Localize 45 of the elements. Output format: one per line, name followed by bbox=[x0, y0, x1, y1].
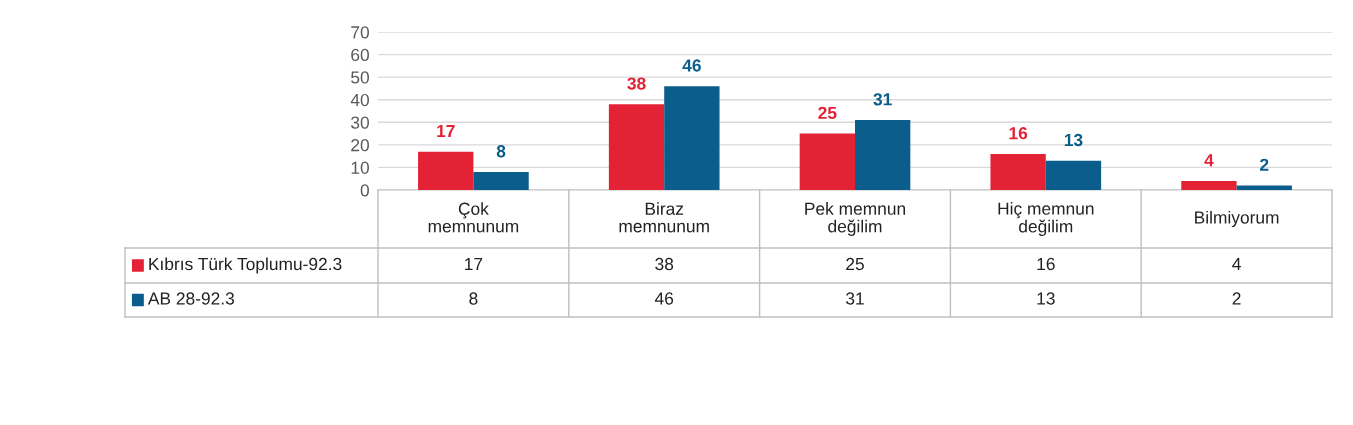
legend-label: Kıbrıs Türk Toplumu-92.3 bbox=[149, 257, 342, 274]
x-tick-label: Pek memnun değilim bbox=[805, 202, 906, 236]
text: 17 bbox=[437, 124, 455, 137]
y-tick-label: 70 bbox=[351, 26, 369, 39]
text: 25 bbox=[818, 106, 837, 120]
text: 16 bbox=[1009, 127, 1028, 140]
text: 2 bbox=[1260, 158, 1269, 171]
text: 8 bbox=[496, 145, 506, 158]
text: 13 bbox=[1064, 133, 1083, 147]
y-tick-label: 30 bbox=[351, 116, 369, 129]
data-label: 4 bbox=[1232, 258, 1241, 270]
text: 31 bbox=[873, 93, 892, 106]
bar bbox=[473, 171, 529, 190]
x-tick-label: Hiç memnun değilim bbox=[998, 202, 1094, 236]
text: 4 bbox=[1204, 154, 1214, 167]
y-tick-label: 20 bbox=[351, 139, 369, 152]
data-label: 17 bbox=[465, 258, 483, 270]
bar bbox=[664, 86, 720, 190]
data-label: 2 bbox=[1232, 292, 1241, 305]
bar bbox=[418, 151, 474, 190]
data-label: 38 bbox=[655, 257, 674, 271]
data-label: 31 bbox=[846, 292, 864, 305]
bar bbox=[608, 104, 665, 190]
text: 46 bbox=[682, 59, 701, 72]
y-tick-label: 10 bbox=[351, 161, 369, 174]
bar bbox=[799, 133, 855, 190]
y-tick-label: 40 bbox=[350, 93, 369, 107]
data-label: 25 bbox=[846, 257, 864, 271]
x-tick-label: Çok memnunum bbox=[428, 202, 519, 233]
x-tick-label: Biraz memnunum bbox=[619, 202, 709, 233]
bar bbox=[1045, 160, 1102, 190]
y-tick-label: 60 bbox=[351, 48, 369, 62]
bar bbox=[1236, 185, 1292, 190]
y-tick-label: 50 bbox=[351, 71, 369, 84]
bar bbox=[1181, 180, 1237, 190]
data-label: 13 bbox=[1037, 292, 1055, 305]
legend-label: AB 28-92.3 bbox=[147, 292, 234, 305]
text: 38 bbox=[627, 77, 646, 90]
data-label: 16 bbox=[1037, 257, 1055, 271]
x-tick-label: Bilmiyorum bbox=[1195, 210, 1279, 228]
bar bbox=[855, 120, 911, 190]
data-label: 46 bbox=[654, 292, 674, 305]
bar bbox=[990, 153, 1046, 190]
y-tick-label: 0 bbox=[360, 184, 369, 197]
data-label: 8 bbox=[469, 292, 478, 305]
